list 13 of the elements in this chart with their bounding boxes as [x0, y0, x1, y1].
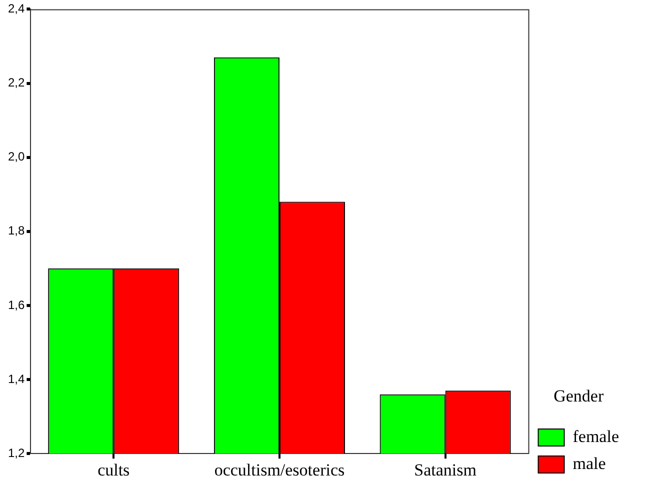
x-tick-label: occultism/esoterics [214, 460, 345, 480]
y-tick-label: 1,8 [8, 224, 25, 238]
y-tick-label: 1,4 [8, 372, 25, 386]
y-tick-label: 1,2 [8, 446, 25, 460]
y-tick-label: 2,0 [8, 150, 25, 164]
legend-label: male [572, 454, 606, 473]
x-tick-label: Satanism [414, 460, 476, 480]
y-tick-label: 1,6 [8, 298, 25, 312]
legend-label: female [572, 426, 620, 446]
y-tick-label: 2,4 [8, 2, 25, 16]
y-tick-label: 2,2 [8, 76, 25, 90]
x-tick-label: cults [98, 460, 130, 480]
legend-title: Gender [554, 386, 604, 406]
